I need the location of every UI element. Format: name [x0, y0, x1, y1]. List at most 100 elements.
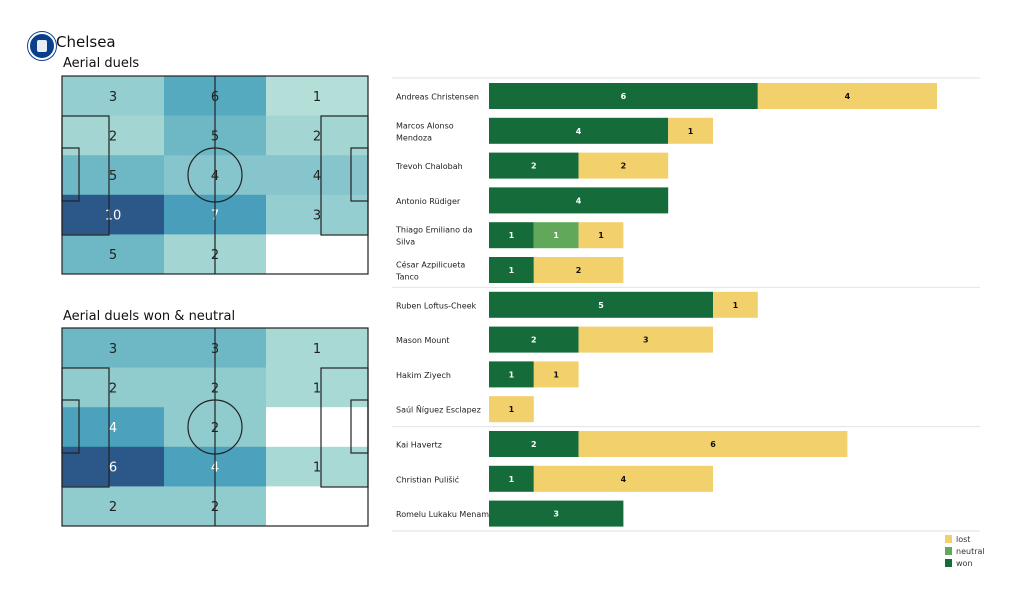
- heatmap-cell: [266, 76, 369, 117]
- player-bar-row: Hakim Ziyech 1 1: [396, 361, 579, 388]
- player-name: Andreas Christensen: [396, 93, 479, 102]
- player-bar-row: Kai Havertz 2 6: [396, 431, 848, 457]
- bar-segment-won: [489, 326, 579, 353]
- player-bar-row: Trevoh Chalobah 2 2: [395, 152, 669, 179]
- bar-label-lost: 1: [509, 405, 515, 414]
- bar-segment-lost: [533, 257, 624, 283]
- pitch-heatmap-1: 3312214264122: [61, 327, 369, 527]
- bar-label-won: 1: [509, 475, 515, 484]
- player-bar-row: Romelu Lukaku Menama 3: [396, 500, 624, 527]
- bar-label-won: 2: [531, 440, 537, 449]
- player-name: Thiago Emiliano da: [395, 226, 473, 235]
- bar-segment-lost: [578, 326, 713, 353]
- player-name: Trevoh Chalobah: [395, 162, 463, 171]
- bar-segment-won: [489, 361, 534, 388]
- heatmap-cell-value: 2: [109, 129, 117, 144]
- legend-label-won: won: [956, 559, 973, 568]
- bar-label-won: 4: [576, 196, 582, 205]
- right-six-yard-box: [350, 399, 369, 454]
- bar-segment-won: [489, 83, 758, 109]
- bar-label-won: 1: [509, 370, 515, 379]
- player-name: Ruben Loftus-Cheek: [396, 301, 477, 310]
- bar-label-neutral: 1: [553, 231, 559, 240]
- bar-label-won: 5: [598, 301, 604, 310]
- bar-segment-won: [489, 500, 624, 527]
- legend-swatch-won: [945, 559, 952, 567]
- heatmap-cell-value: 2: [109, 381, 117, 396]
- chelsea-crest-icon: [28, 32, 56, 60]
- heatmap-cell-value: 2: [109, 500, 117, 515]
- bar-segment-won: [489, 187, 669, 214]
- legend-swatch-lost: [945, 535, 952, 543]
- bar-segment-lost: [578, 222, 624, 249]
- bar-segment-lost: [489, 396, 534, 423]
- bar-segment-neutral: [533, 222, 579, 249]
- bar-segment-won: [489, 291, 713, 318]
- bar-label-lost: 4: [621, 475, 627, 484]
- heatmap-cell-value: 1: [313, 90, 321, 105]
- bar-label-won: 4: [576, 127, 582, 136]
- bar-label-lost: 3: [643, 336, 649, 345]
- heatmap-cell-value: 4: [313, 169, 321, 184]
- bar-segment-lost: [578, 152, 669, 179]
- heatmap-title-won-neutral: Aerial duels won & neutral: [63, 309, 236, 324]
- bar-label-lost: 1: [598, 231, 604, 240]
- heatmap-cell-value: 1: [313, 461, 321, 476]
- player-bar-row: Antonio Rüdiger 4: [396, 187, 669, 214]
- heatmap-cell-value: 1: [313, 381, 321, 396]
- legend-label-neutral: neutral: [956, 547, 985, 556]
- heatmap-cell-value: 10: [105, 209, 122, 224]
- heatmap-cell: [266, 407, 369, 448]
- heatmap-cell: [62, 234, 165, 275]
- bar-segment-lost: [533, 465, 713, 492]
- heatmap-cell-value: 4: [109, 421, 117, 436]
- bar-label-lost: 4: [845, 92, 851, 101]
- player-bar-row: Christian Pulišić 1 4: [396, 465, 713, 492]
- bar-segment-won: [489, 257, 534, 283]
- legend: lost neutral won: [945, 535, 985, 568]
- heatmap-cell: [62, 328, 165, 369]
- bar-segment-won: [489, 222, 534, 249]
- heatmap-cell: [266, 328, 369, 369]
- bar-segment-lost: [533, 361, 579, 388]
- player-name: Christian Pulišić: [396, 474, 459, 484]
- legend-swatch-neutral: [945, 547, 952, 555]
- player-name: Romelu Lukaku Menama: [396, 510, 494, 519]
- pitch-heatmap-0: 361252544107352: [61, 75, 369, 275]
- bar-label-lost: 2: [576, 266, 582, 275]
- player-bar-row: Ruben Loftus-Cheek 5 1: [396, 291, 758, 318]
- bar-label-lost: 1: [688, 127, 694, 136]
- bar-label-lost: 1: [733, 301, 739, 310]
- player-bar-row: Marcos Alonso Mendoza 4 1: [396, 117, 713, 144]
- bar-label-won: 6: [621, 92, 627, 101]
- heatmap-cell-value: 5: [109, 248, 117, 263]
- team-name: Chelsea: [56, 33, 116, 51]
- bar-segment-won: [489, 465, 534, 492]
- heatmap-cell: [266, 486, 369, 527]
- legend-label-lost: lost: [956, 535, 970, 544]
- player-bar-row: César Azpilicueta Tanco 1 2: [395, 257, 624, 283]
- heatmap-cell-value: 3: [109, 342, 117, 357]
- heatmap-cell-value: 6: [109, 461, 117, 476]
- heatmap-cell: [62, 76, 165, 117]
- bar-segment-lost: [668, 117, 713, 144]
- player-name: Tanco: [395, 273, 419, 282]
- player-name: Saúl Ñíguez Esclapez: [396, 405, 481, 415]
- right-six-yard-box: [350, 147, 369, 202]
- bar-segment-lost: [713, 291, 758, 318]
- bar-label-won: 1: [509, 231, 515, 240]
- bar-segment-won: [489, 431, 579, 457]
- heatmap-cell-value: 3: [109, 90, 117, 105]
- heatmap-cell: [62, 486, 165, 527]
- player-name: Antonio Rüdiger: [396, 197, 461, 206]
- bar-segment-lost: [578, 431, 848, 457]
- bar-label-lost: 2: [621, 162, 627, 171]
- player-bar-row: Thiago Emiliano da Silva 1 1 1: [395, 222, 624, 249]
- bar-label-won: 2: [531, 162, 537, 171]
- centre-circle: [187, 399, 243, 455]
- heatmap-cell-value: 1: [313, 342, 321, 357]
- player-name: Marcos Alonso: [396, 121, 454, 130]
- player-name: Hakim Ziyech: [396, 371, 451, 380]
- player-name: César Azpilicueta: [396, 260, 465, 270]
